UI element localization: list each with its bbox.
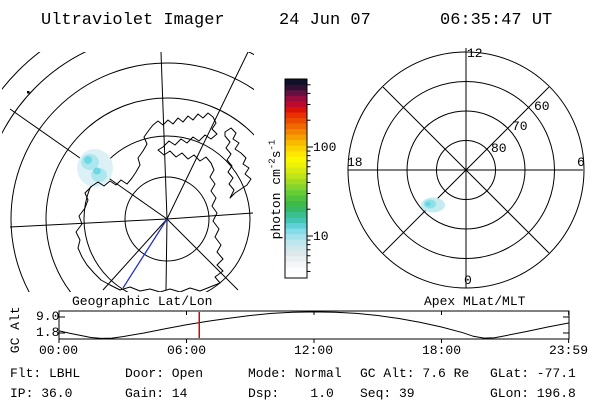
- strip-ytick-9: 9.0: [36, 309, 60, 324]
- auroral-emission-blob-apex: [421, 197, 445, 213]
- colorbar-tick-100: 100: [313, 140, 337, 155]
- colorbar-tick-10: 10: [313, 229, 329, 244]
- apex-grid: [347, 48, 585, 289]
- colorbar-label-exp2: -1: [267, 139, 278, 151]
- strip-xtick-1800: 18:00: [422, 343, 462, 358]
- colorbar-label-text: photon cm: [268, 169, 284, 240]
- page-title: Ultraviolet Imager: [41, 11, 225, 30]
- mlt-label-18: 18: [347, 155, 363, 170]
- latitude-circles: [2, 52, 254, 292]
- status-glon: GLon: 196.8: [490, 386, 576, 400]
- mlt-spokes: [348, 48, 583, 288]
- meridian-lines: [9, 52, 254, 291]
- date-label: 24 Jun 07: [279, 11, 371, 30]
- map-point-marker: [27, 91, 30, 94]
- orbit-track: [122, 218, 168, 289]
- status-gcalt: GC Alt: 7.6 Re: [360, 366, 470, 381]
- mlt-label-12: 12: [467, 46, 483, 61]
- strip-xtick-1200: 12:00: [294, 343, 334, 358]
- status-glat: GLat: -77.1: [490, 366, 576, 381]
- strip-y-axis-label: GC Alt: [8, 306, 24, 354]
- strip-xtick-0000: 00:00: [39, 343, 79, 358]
- antarctica-coastline: [75, 112, 252, 292]
- strip-xtick-2359: 23:59: [549, 343, 589, 358]
- time-label: 06:35:47 UT: [440, 11, 553, 30]
- status-gain: Gain: 14: [125, 386, 188, 400]
- strip-ytick-1.8: 1.8: [36, 325, 60, 340]
- mlt-label-0: 0: [464, 273, 472, 288]
- colorbar-label-text2: s: [268, 150, 284, 159]
- strip-xtick-0600: 06:00: [167, 343, 207, 358]
- status-dsp: Dsp: 1.0: [248, 386, 334, 400]
- mlat-ring-label-70: 70: [512, 119, 528, 134]
- colorbar-label-exp: -2: [267, 158, 278, 170]
- mlat-ring-label-60: 60: [534, 99, 550, 114]
- status-seq: Seq: 39: [360, 386, 415, 400]
- left-plot-caption: Geographic Lat/Lon: [72, 294, 213, 309]
- mlat-ring-label-80: 80: [491, 141, 507, 156]
- colorbar-axis-label: photon cm-2s-1: [267, 124, 284, 254]
- altitude-strip-chart: [58, 310, 570, 343]
- auroral-emission-blob-geo: [77, 149, 113, 187]
- right-plot-caption: Apex MLat/MLT: [424, 294, 526, 309]
- status-flt: Flt: LBHL: [10, 366, 81, 381]
- status-mode: Mode: Normal: [248, 366, 342, 381]
- status-ip: IP: 36.0: [10, 386, 73, 400]
- status-door: Door: Open: [125, 366, 204, 381]
- colorbar: [284, 78, 313, 279]
- mlt-label-6: 6: [577, 155, 585, 170]
- geographic-map: [2, 52, 254, 292]
